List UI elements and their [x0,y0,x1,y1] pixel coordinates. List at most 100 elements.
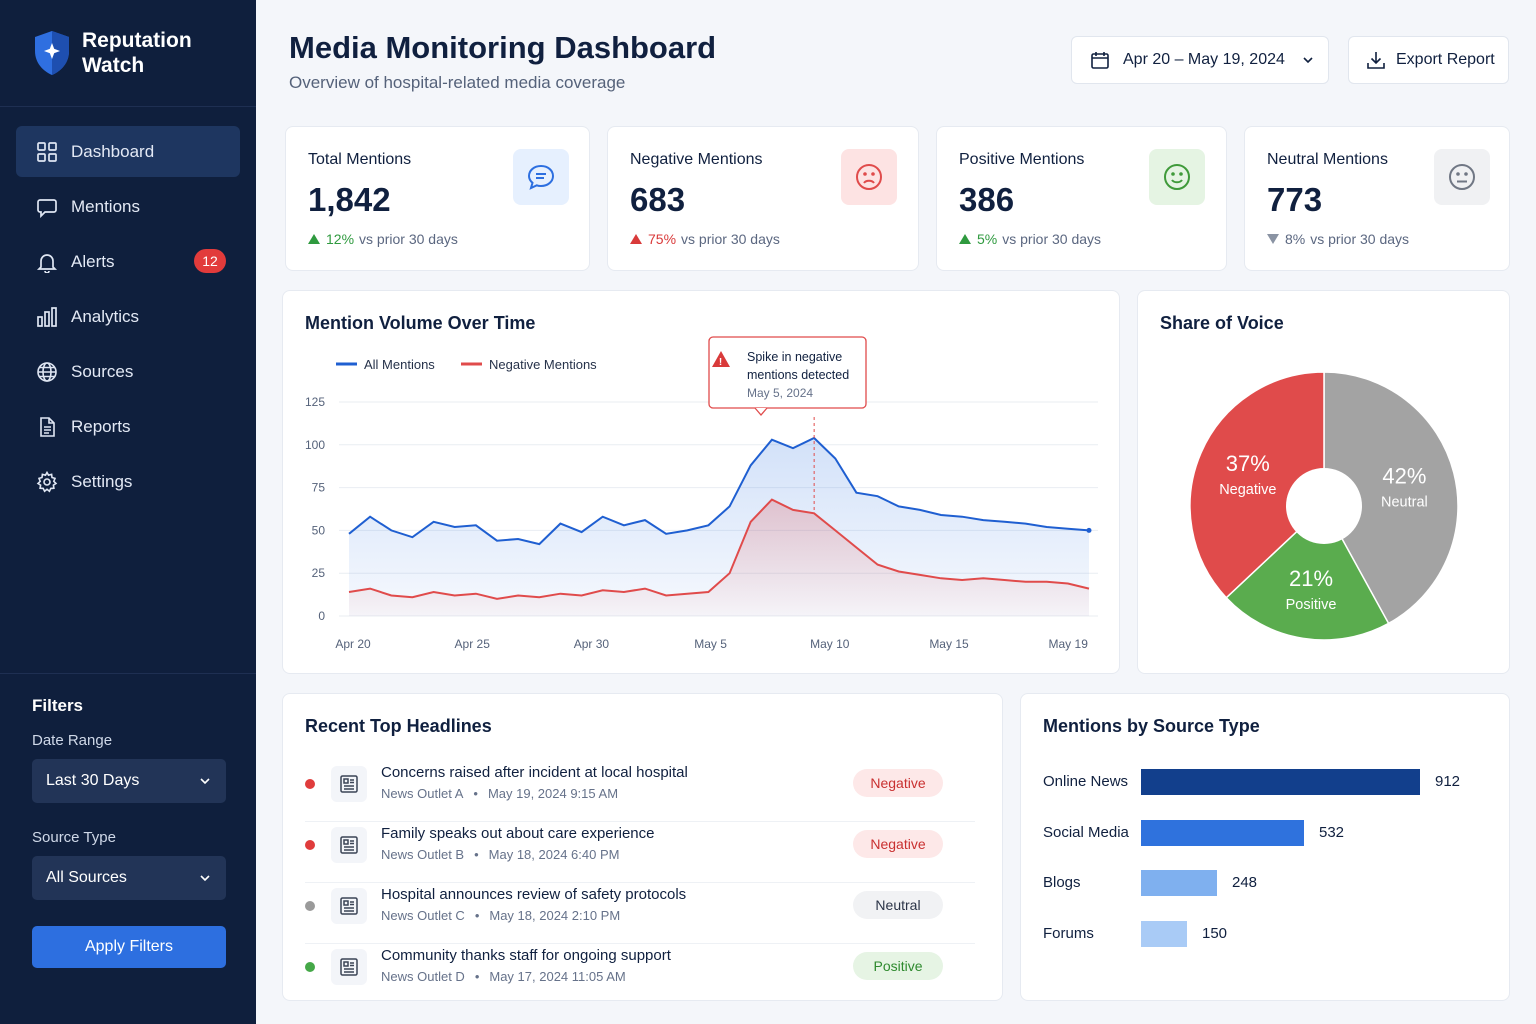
sidebar-item-analytics[interactable]: Analytics [16,291,240,342]
download-icon [1367,52,1385,69]
headline-title[interactable]: Hospital announces review of safety prot… [381,886,687,903]
y-tick-label: 125 [305,395,325,409]
kpi-delta: 75% vs prior 30 days [630,231,780,247]
date-range-picker[interactable]: Apr 20 – May 19, 2024 [1071,36,1329,84]
sidebar-item-label: Settings [71,471,133,491]
y-tick-label: 100 [305,438,325,452]
sentiment-pill: Negative [853,830,943,858]
source-label: Online News [1043,773,1129,790]
donut-hole [1286,468,1362,544]
source-label: Forums [1043,924,1094,942]
headline-meta: News Outlet B • May 18, 2024 6:40 PM [381,847,619,862]
date-range-select[interactable]: Last 30 Days [32,759,226,803]
headlines-card: Recent Top Headlines Concerns raised aft… [282,693,1003,1001]
kpi-label: Negative Mentions [630,151,763,168]
callout-line-1: Spike in negative [747,350,842,364]
share-of-voice-card: Share of Voice 42% Neutral 21% Positive 37% N… [1137,290,1510,674]
filters-title: Filters [32,696,84,715]
sidebar-item-sources[interactable]: Sources [16,346,240,397]
kpi-card-neutral: Neutral Mentions 773 8% vs prior 30 days [1244,126,1510,271]
source-bar [1141,870,1217,896]
headline-time: May 18, 2024 2:10 PM [489,908,621,923]
legend-neg-label: Negative Mentions [489,357,597,372]
chevron-down-icon [1303,57,1313,64]
chevron-down-icon [200,875,210,882]
headline-title[interactable]: Family speaks out about care experience [381,825,655,842]
sidebar-item-label: Alerts [71,251,115,271]
sources-card: Mentions by Source Type Online News 912 So… [1020,693,1510,1001]
x-tick-label: Apr 25 [455,637,491,651]
chart-title: Mention Volume Over Time [305,313,536,333]
kpi-value: 683 [630,181,686,218]
headline-meta: News Outlet C • May 18, 2024 2:10 PM [381,908,620,923]
sidebar-item-alerts[interactable]: Alerts 12 [16,236,240,287]
sidebar-nav: Dashboard Mentions Alerts 12 Analytics S… [0,107,256,507]
sidebar-item-dashboard[interactable]: Dashboard [16,126,240,177]
sidebar-item-label: Dashboard [71,141,155,161]
warning-icon [712,351,730,367]
date-range-text: Apr 20 – May 19, 2024 [1123,51,1285,68]
kpi-value: 773 [1267,181,1323,218]
headline-title[interactable]: Concerns raised after incident at local … [381,764,688,781]
app-name: Reputation Watch [82,29,192,77]
headline-row[interactable]: Concerns raised after incident at local … [305,761,975,822]
pie-slice-percent: 37% [1226,451,1270,476]
sidebar-item-settings[interactable]: Settings [16,456,240,507]
source-value: 150 [1202,924,1228,942]
negative-mentions-area [349,499,1089,616]
kpi-delta: 8% vs prior 30 days [1267,231,1409,247]
trend-down-icon [1267,234,1279,244]
alerts-count-badge: 12 [194,249,226,273]
headline-outlet: News Outlet C [381,908,465,923]
headlines-title: Recent Top Headlines [305,716,492,736]
kpi-value: 1,842 [308,181,391,218]
brand[interactable]: Reputation Watch [0,0,256,107]
sidebar-item-reports[interactable]: Reports [16,401,240,452]
sentiment-dot [305,779,315,789]
article-icon [331,949,367,985]
pie-slice-neutral [1323,371,1459,625]
source-bar [1141,769,1420,795]
source-type-select[interactable]: All Sources [32,856,226,900]
apply-filters-button[interactable]: Apply Filters [32,926,226,968]
x-tick-label: May 19 [1049,637,1089,651]
sidebar-item-mentions[interactable]: Mentions [16,181,240,232]
headline-outlet: News Outlet D [381,969,465,984]
x-tick-label: May 5 [694,637,727,651]
negative-mentions-line [348,498,1090,600]
y-tick-label: 25 [312,566,326,580]
grid-icon [36,141,58,163]
article-icon [331,766,367,802]
kpi-delta-pct: 12% [326,231,355,247]
kpi-card-positive: Positive Mentions 386 5% vs prior 30 day… [936,126,1227,271]
date-range-label: Date Range [32,732,113,749]
sentiment-dot [305,840,315,850]
x-tick-label: May 10 [810,637,850,651]
export-report-label: Export Report [1396,51,1495,68]
y-tick-label: 75 [312,481,326,495]
globe-icon [36,361,58,383]
share-of-voice-chart: 42% Neutral 21% Positive 37% Negative [1189,371,1459,641]
svg-text:!: ! [719,357,722,368]
trend-up-icon [959,234,971,244]
headline-row[interactable]: Family speaks out about care experience N… [305,822,975,883]
headline-title[interactable]: Community thanks staff for ongoing suppo… [381,947,671,964]
chat-icon [36,196,58,218]
headline-meta: News Outlet D • May 17, 2024 11:05 AM [381,969,626,984]
spike-callout: ! Spike in negative mentions detected Ma… [708,336,867,416]
headline-row[interactable]: Hospital announces review of safety prot… [305,883,975,944]
headline-outlet: News Outlet B [381,847,465,862]
calendar-icon [1091,52,1109,69]
sentiment-dot [305,901,315,911]
source-row: Blogs 248 [1043,870,1483,896]
legend-all-label: All Mentions [364,357,435,372]
page-subtitle: Overview of hospital-related media cover… [289,73,626,92]
smile-face-icon [1149,149,1205,205]
x-tick-label: May 15 [929,637,969,651]
chat-icon [513,149,569,205]
headline-row[interactable]: Community thanks staff for ongoing suppo… [305,944,975,1005]
export-report-button[interactable]: Export Report [1348,36,1509,84]
page-title: Media Monitoring Dashboard [289,30,717,65]
sidebar-item-label: Reports [71,416,131,436]
pie-slice-negative [1189,371,1325,599]
